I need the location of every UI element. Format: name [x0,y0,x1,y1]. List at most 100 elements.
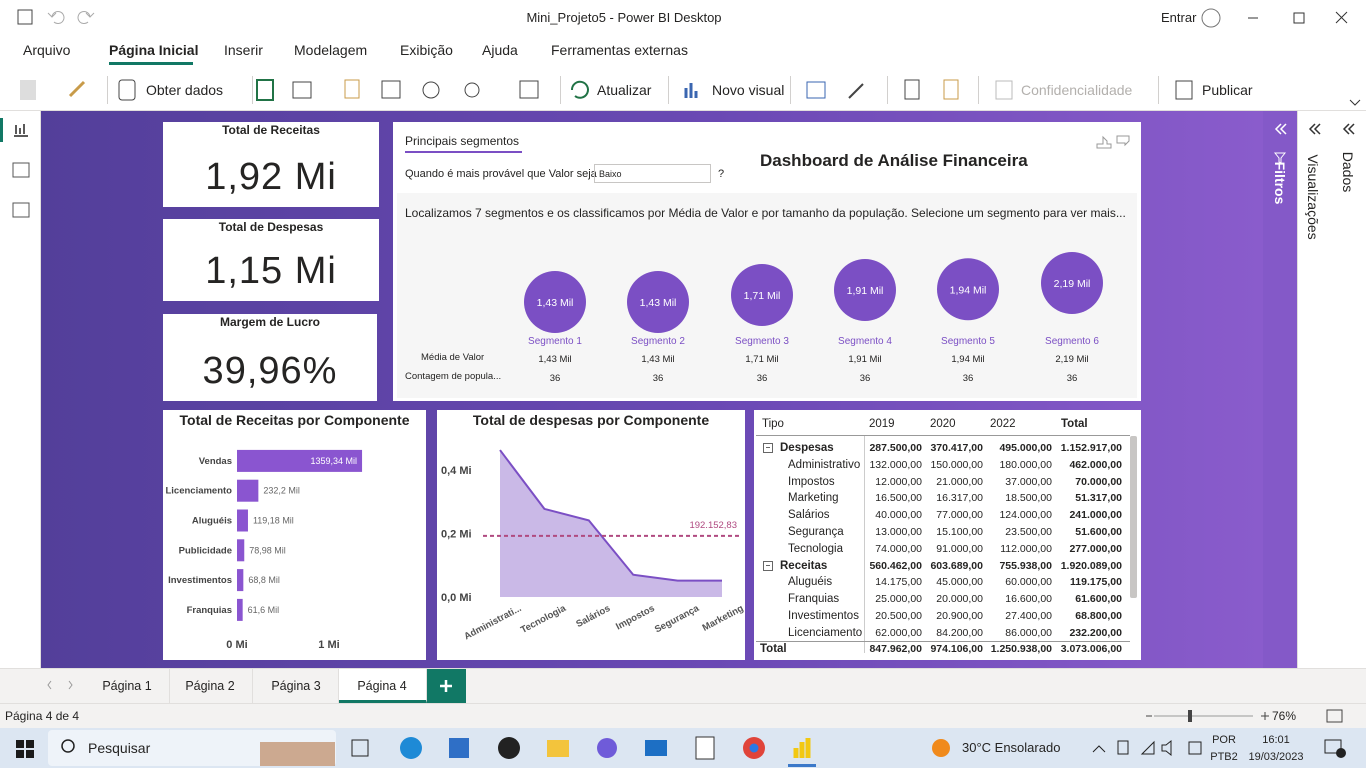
recent-icon[interactable] [464,82,480,98]
volume[interactable] [1161,739,1172,757]
hub-icon[interactable] [292,81,312,99]
textbox-icon[interactable] [806,81,826,99]
tray-1[interactable] [1117,740,1129,755]
ribbon-tab[interactable]: Arquivo [23,42,71,58]
matrix-scrollbar[interactable] [1130,436,1137,598]
page-tab-label[interactable]: Página 4 [357,679,407,693]
page-tab[interactable]: Página 1 [84,669,170,703]
more-visuals-icon[interactable] [848,83,864,99]
toggle[interactable] [1201,8,1221,28]
ribbon-tab[interactable]: Exibição [400,42,453,58]
excel-icon[interactable] [256,79,274,101]
data-expand[interactable] [1342,123,1355,135]
store[interactable] [449,738,469,758]
zoom-in[interactable] [1261,712,1269,720]
chart-svg: Vendas 1359,34 Mil Licenciamento 232,2 Mil A… [165,449,363,651]
battery[interactable] [1188,741,1202,755]
kpi-card: Total de Despesas 1,15 Mi [163,219,379,301]
clock-time[interactable]: 16:01 [1262,734,1290,746]
wifi[interactable] [1140,740,1155,755]
notifications[interactable] [1324,739,1342,754]
transform-icon[interactable] [519,80,539,99]
format-painter[interactable] [68,80,86,98]
tray-up[interactable] [1092,745,1106,753]
close[interactable] [1335,11,1348,24]
help[interactable]: ? [718,168,725,180]
add-page-plus[interactable] [440,680,452,692]
table-view-icon[interactable] [12,162,30,178]
zoom-thumb[interactable] [1188,710,1192,722]
matrix-row-label: Licenciamento [788,626,863,639]
weather[interactable]: 30°C Ensolarado [962,740,1061,755]
page-tab[interactable]: Página 4 [339,669,427,703]
dataverse-icon[interactable] [422,81,440,99]
ribbon-button[interactable]: Atualizar [597,82,652,98]
edge[interactable] [400,737,422,759]
segments-select[interactable]: Baixo [594,164,711,183]
page-tab-label[interactable]: Página 1 [102,679,152,693]
collapse-icon[interactable] [763,443,773,453]
pane-label[interactable]: Visualizações [1305,154,1321,240]
enter-data-icon[interactable] [381,80,401,99]
page-tab-label[interactable]: Página 2 [185,679,235,693]
ribbon-separator [978,76,979,104]
ribbon-button[interactable]: Novo visual [712,82,785,98]
measure-icon[interactable] [904,79,920,100]
redo-icon[interactable] [77,11,95,24]
language[interactable]: PTB2 [1210,751,1238,763]
sensitivity-icon[interactable] [995,80,1013,100]
pane-label[interactable]: Filtros [1272,161,1288,205]
language[interactable]: POR [1212,734,1236,746]
segments-tab[interactable]: Principais segmentos [405,134,520,148]
report-view-icon[interactable] [14,124,28,137]
ribbon-tab[interactable]: Inserir [224,42,263,58]
filters-expand[interactable] [1274,123,1287,135]
publish-icon[interactable] [1175,80,1193,100]
ribbon-tab[interactable]: Modelagem [294,42,368,58]
pane-label[interactable]: Dados [1340,151,1356,193]
y-tick-label: Franquias [187,605,232,616]
ribbon-tab[interactable]: Página Inicial [109,42,199,58]
ribbon-button[interactable]: Confidencialidade [1021,82,1133,98]
search-text[interactable]: Pesquisar [88,740,151,756]
fit-page[interactable] [1326,709,1343,723]
notepad[interactable] [695,736,715,760]
mail[interactable] [645,740,667,756]
page-tab[interactable]: Página 2 [167,669,253,703]
ribbon-button[interactable]: Obter dados [146,82,224,98]
new-visual-icon[interactable] [684,83,698,98]
matrix-group-label[interactable]: Despesas [780,442,834,454]
page-tab-label[interactable]: Página 3 [271,679,321,693]
save-icon[interactable] [17,9,33,25]
power-bi[interactable] [793,738,811,758]
paste-icon[interactable] [20,80,36,100]
x-tick-label: 1 Mi [318,639,339,651]
clock-date[interactable]: 19/03/2023 [1248,751,1304,763]
sql-icon[interactable] [344,79,360,99]
dashboard-title: Dashboard de Análise Financeira [760,151,1028,170]
ribbon-button[interactable]: Publicar [1202,82,1253,98]
copilot[interactable] [597,738,617,758]
collapse-ribbon[interactable] [1349,99,1361,106]
dell[interactable] [498,737,520,759]
sign-in[interactable]: Entrar [1161,10,1197,25]
start-button[interactable] [16,740,34,758]
ribbon-tab[interactable]: Ajuda [482,42,518,58]
undo-icon[interactable] [47,11,65,24]
maximize[interactable] [1293,12,1305,24]
quick-measure-icon[interactable] [943,79,959,100]
refresh-icon[interactable] [570,80,589,99]
ribbon-tab[interactable]: Ferramentas externas [551,42,688,58]
matrix-cell: 20.900,00 [936,610,983,622]
model-view-icon[interactable] [12,202,30,218]
page-scroll[interactable] [47,680,73,690]
explorer[interactable] [547,740,569,757]
task-view[interactable] [351,739,369,757]
get-data-icon[interactable] [118,79,136,101]
visuals-expand[interactable] [1308,123,1321,135]
page-tab[interactable]: Página 3 [253,669,339,703]
collapse-icon[interactable] [763,560,773,571]
filters-pane[interactable] [1263,110,1297,668]
matrix-group-label[interactable]: Receitas [780,559,828,572]
segment-value: 1,43 Mil [641,354,674,365]
